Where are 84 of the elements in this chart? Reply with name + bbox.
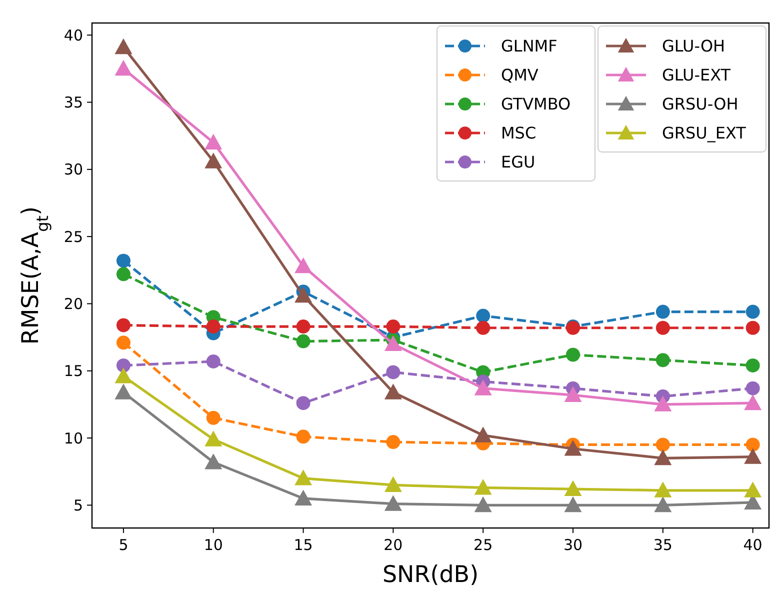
point	[294, 257, 312, 274]
point	[656, 438, 670, 452]
point	[204, 134, 222, 150]
legend-label: GRSU_EXT	[662, 124, 746, 143]
x-axis-title: SNR(dB)	[382, 562, 479, 588]
point	[746, 381, 760, 396]
y-tick-label: 40	[64, 26, 83, 44]
point	[564, 480, 582, 496]
point	[116, 358, 130, 372]
point	[474, 426, 492, 442]
point	[654, 449, 672, 466]
point	[294, 470, 312, 486]
x-tick-label: 25	[474, 536, 493, 554]
point	[116, 336, 130, 350]
point	[474, 478, 492, 495]
point	[296, 396, 310, 410]
y-tick-label: 15	[64, 362, 83, 380]
point	[114, 38, 132, 54]
point	[204, 152, 222, 168]
legend-label: MSC	[501, 124, 536, 143]
legend-label: GRSU-OH	[662, 94, 738, 114]
point	[296, 320, 310, 334]
y-tick-label: 30	[64, 160, 83, 179]
legend-label: EGU	[501, 152, 536, 172]
point	[386, 365, 400, 380]
point	[114, 384, 132, 400]
legend-label: GLU-OH	[662, 36, 726, 56]
point	[386, 320, 400, 334]
x-tick-label: 30	[563, 536, 583, 554]
legend-label: GLU-EXT	[662, 66, 731, 85]
point	[744, 448, 762, 464]
point	[474, 496, 492, 512]
x-tick-label: 35	[653, 536, 672, 554]
point	[564, 496, 582, 512]
point	[656, 304, 670, 319]
legend-label: QMV	[501, 66, 538, 85]
point	[566, 348, 580, 362]
x-tick-label: 10	[204, 536, 223, 554]
point	[294, 490, 312, 506]
point	[384, 384, 402, 400]
point	[206, 354, 220, 368]
point	[654, 482, 672, 498]
point	[114, 60, 132, 76]
point	[476, 308, 490, 323]
y-tick-label: 20	[64, 294, 83, 313]
point	[296, 334, 310, 348]
point	[476, 320, 490, 335]
y-tick-label: 25	[64, 228, 83, 246]
point	[384, 335, 402, 351]
point	[206, 410, 220, 425]
point	[116, 267, 130, 282]
legend-label: GTVMBO	[501, 94, 571, 114]
point	[116, 318, 130, 332]
point	[296, 430, 310, 444]
point	[654, 396, 672, 412]
point	[744, 394, 762, 410]
point	[656, 320, 670, 335]
y-tick-label: 5	[73, 496, 83, 514]
point	[206, 320, 220, 334]
point	[746, 304, 760, 319]
point	[744, 482, 762, 498]
point	[384, 495, 402, 511]
x-tick-label: 20	[384, 536, 403, 554]
x-tick-label: 40	[743, 536, 762, 554]
point	[564, 386, 582, 402]
x-tick-label: 15	[294, 536, 313, 554]
point	[654, 496, 672, 512]
point	[386, 435, 400, 450]
point	[384, 476, 402, 492]
point	[746, 438, 760, 452]
point	[564, 440, 582, 456]
point	[746, 320, 760, 335]
point	[746, 358, 760, 372]
point	[474, 380, 492, 396]
point	[294, 286, 312, 303]
y-tick-label: 10	[64, 429, 83, 448]
point	[116, 254, 130, 268]
legend-label: GLNMF	[501, 36, 558, 56]
point	[114, 367, 132, 384]
point	[204, 430, 222, 446]
y-tick-label: 35	[64, 93, 83, 112]
point	[656, 353, 670, 368]
x-tick-label: 5	[118, 536, 128, 554]
point	[204, 453, 222, 470]
